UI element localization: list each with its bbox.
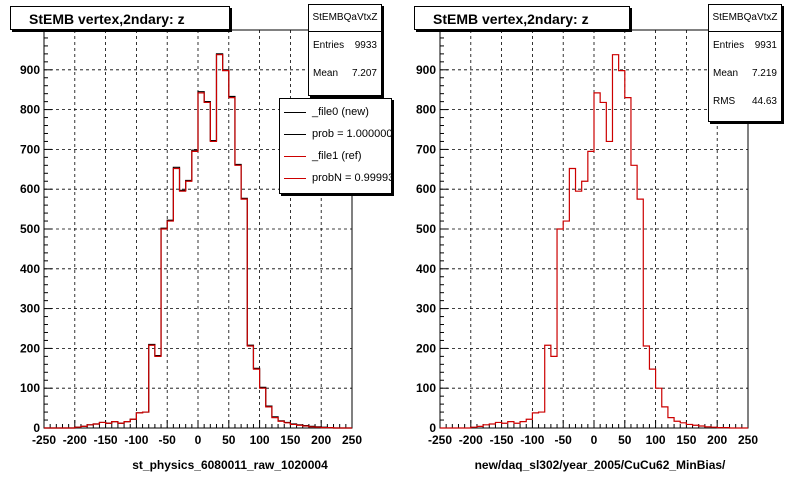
legend-label-prob: prob = 1.000000 <box>312 128 392 140</box>
x-tick-label: 100 <box>646 433 666 447</box>
y-tick-label: 600 <box>416 182 436 196</box>
y-tick-label: 600 <box>20 182 40 196</box>
legend-entry-probn: probN = 0.99993 <box>280 167 391 189</box>
y-tick-label: 900 <box>20 63 40 77</box>
y-tick-label: 100 <box>416 381 436 395</box>
histogram-series-left-1 <box>44 54 352 429</box>
legend-entry-prob: prob = 1.000000 <box>280 123 391 145</box>
stats-entries-label-right: Entries <box>713 40 745 51</box>
legend-line-ref <box>284 155 306 157</box>
legend-label-ref: _file1 (ref) <box>312 150 362 162</box>
stats-mean-value-left: 7.207 <box>351 68 377 79</box>
stats-mean-value-right: 7.219 <box>751 68 777 79</box>
histogram-series-right-0 <box>440 54 748 429</box>
stats-box-right: StEMBQaVtxZ Entries 9931 Mean 7.219 RMS … <box>708 4 782 122</box>
histogram-plot-right: -250 -200 -150 -100 -50 0 50 100 150 200 250 0 100 20… <box>416 29 758 447</box>
y-tick-label: 200 <box>416 341 436 355</box>
stats-rms-label-right: RMS <box>713 96 736 107</box>
y-tick-label: 500 <box>20 222 40 236</box>
x-tick-label: -200 <box>459 433 483 447</box>
y-tick-label: 300 <box>20 302 40 316</box>
stats-name-right: StEMBQaVtxZ <box>709 5 781 32</box>
histogram-panel-left: -250 -200 -150 -100 -50 0 50 100 150 200 250 0 100 20… <box>10 4 392 472</box>
stats-entries-value-right: 9931 <box>754 40 777 51</box>
stats-mean-label-right: Mean <box>713 68 739 79</box>
x-tick-label: 0 <box>591 433 598 447</box>
chart-title-left: StEMB vertex,2ndary: z <box>10 6 230 30</box>
legend-entry-new: _file0 (new) <box>280 101 391 123</box>
x-tick-label: -200 <box>63 433 87 447</box>
x-tick-label: -50 <box>159 433 177 447</box>
x-tick-label: 200 <box>707 433 727 447</box>
x-tick-label: 250 <box>738 433 758 447</box>
legend-label-new: _file0 (new) <box>312 106 369 118</box>
stats-name-left: StEMBQaVtxZ <box>309 5 381 32</box>
x-tick-label: 150 <box>280 433 300 447</box>
stats-box-left: StEMBQaVtxZ Entries 9933 Mean 7.207 <box>308 4 382 96</box>
stats-entries-value-left: 9933 <box>354 40 377 51</box>
y-tick-label: 700 <box>20 142 40 156</box>
y-tick-label: 800 <box>416 103 436 117</box>
x-tick-label: -150 <box>94 433 118 447</box>
x-tick-label: -250 <box>32 433 56 447</box>
y-tick-label: 700 <box>416 142 436 156</box>
stats-entries-row-right: Entries 9931 <box>709 32 781 60</box>
x-tick-label: -100 <box>124 433 148 447</box>
legend-box-left: _file0 (new) prob = 1.000000 _file1 (ref… <box>279 98 392 194</box>
stats-entries-label-left: Entries <box>313 40 345 51</box>
y-tick-label: 0 <box>429 421 436 435</box>
stats-rms-value-right: 44.63 <box>751 96 777 107</box>
x-tick-label: 200 <box>311 433 331 447</box>
y-tick-label: 400 <box>416 262 436 276</box>
stats-mean-row-left: Mean 7.207 <box>309 60 381 88</box>
legend-line-prob <box>284 133 306 135</box>
legend-line-new <box>284 111 306 113</box>
stats-mean-row-right: Mean 7.219 <box>709 60 781 88</box>
x-tick-label: -50 <box>555 433 573 447</box>
y-tick-label: 400 <box>20 262 40 276</box>
stats-entries-row-left: Entries 9933 <box>309 32 381 60</box>
y-tick-label: 300 <box>416 302 436 316</box>
x-tick-label: 250 <box>342 433 362 447</box>
y-tick-label: 0 <box>33 421 40 435</box>
y-tick-label: 800 <box>20 103 40 117</box>
x-tick-label: 0 <box>195 433 202 447</box>
stats-mean-label-left: Mean <box>313 68 339 79</box>
y-tick-label: 900 <box>416 63 436 77</box>
x-axis-title-right: new/daq_sl302/year_2005/CuCu62_MinBias/ <box>474 458 726 472</box>
x-tick-label: -250 <box>428 433 452 447</box>
histogram-plot-left: -250 -200 -150 -100 -50 0 50 100 150 200 250 0 100 20… <box>20 29 362 447</box>
x-tick-label: -100 <box>520 433 544 447</box>
x-tick-label: 150 <box>676 433 696 447</box>
legend-entry-ref: _file1 (ref) <box>280 145 391 167</box>
legend-label-probn: probN = 0.99993 <box>312 172 392 184</box>
x-tick-label: -150 <box>490 433 514 447</box>
legend-line-probn <box>284 177 306 179</box>
x-axis-title-left: st_physics_6080011_raw_1020004 <box>132 458 328 472</box>
x-tick-label: 50 <box>222 433 236 447</box>
y-tick-label: 500 <box>416 222 436 236</box>
x-tick-label: 100 <box>250 433 270 447</box>
stats-rms-row-right: RMS 44.63 <box>709 88 781 116</box>
x-tick-label: 50 <box>618 433 632 447</box>
histogram-panel-right: -250 -200 -150 -100 -50 0 50 100 150 200 250 0 100 20… <box>400 0 800 480</box>
y-tick-label: 200 <box>20 341 40 355</box>
y-tick-label: 100 <box>20 381 40 395</box>
chart-title-right: StEMB vertex,2ndary: z <box>414 6 630 30</box>
